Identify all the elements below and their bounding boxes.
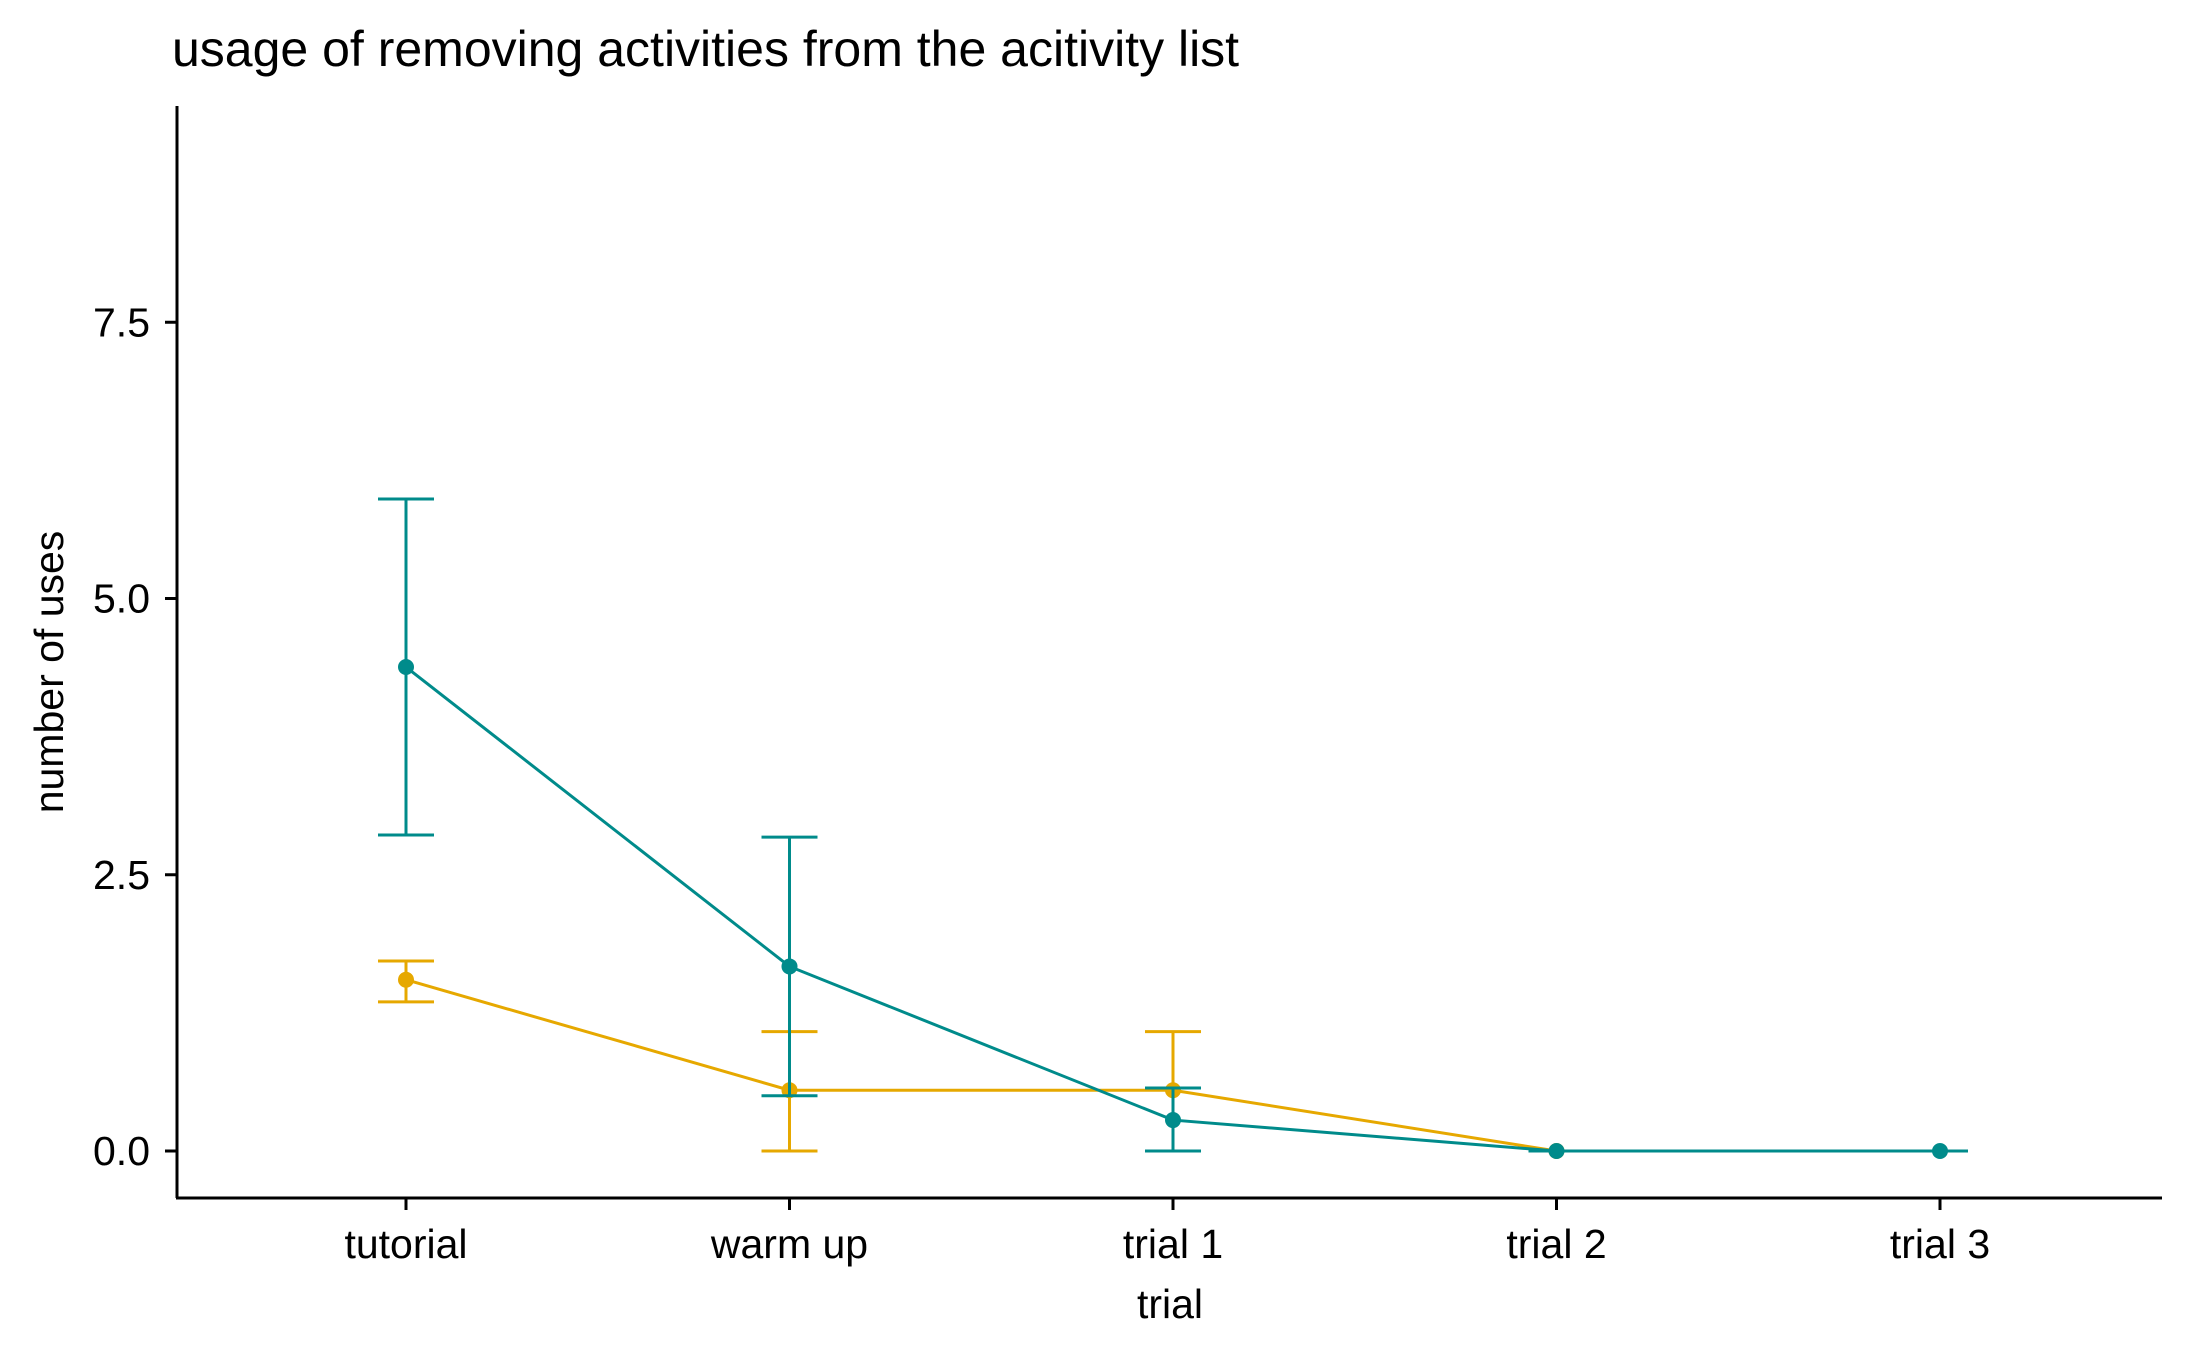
data-point (1932, 1143, 1948, 1159)
series-layer (378, 497, 1968, 1159)
data-point (781, 958, 798, 975)
x-tick-label: trial 3 (1890, 1221, 1990, 1267)
x-tick-label: warm up (710, 1221, 868, 1267)
data-point (1548, 1143, 1565, 1159)
series-line (405, 978, 1557, 1153)
data-point (398, 659, 414, 676)
x-axis-title: trial (1137, 1281, 1203, 1327)
series-1 (378, 959, 1585, 1159)
data-point (398, 971, 414, 988)
x-tick-label: trial 1 (1123, 1221, 1223, 1267)
y-tick-label: 5.0 (93, 576, 150, 622)
y-tick-label: 7.5 (93, 299, 150, 345)
y-ticks: 0.0 2.5 5.0 7.5 (93, 299, 177, 1174)
data-point (1165, 1112, 1181, 1129)
x-tick-label: tutorial (344, 1221, 467, 1267)
y-tick-label: 2.5 (93, 852, 150, 898)
x-ticks: tutorial warm up trial 1 trial 2 trial 3 (344, 1198, 1990, 1267)
series-2 (378, 497, 1968, 1159)
y-tick-label: 0.0 (93, 1128, 150, 1174)
x-tick-label: trial 2 (1506, 1221, 1606, 1267)
y-axis-title: number of uses (26, 531, 72, 814)
chart-title: usage of removing activities from the ac… (172, 21, 1239, 77)
